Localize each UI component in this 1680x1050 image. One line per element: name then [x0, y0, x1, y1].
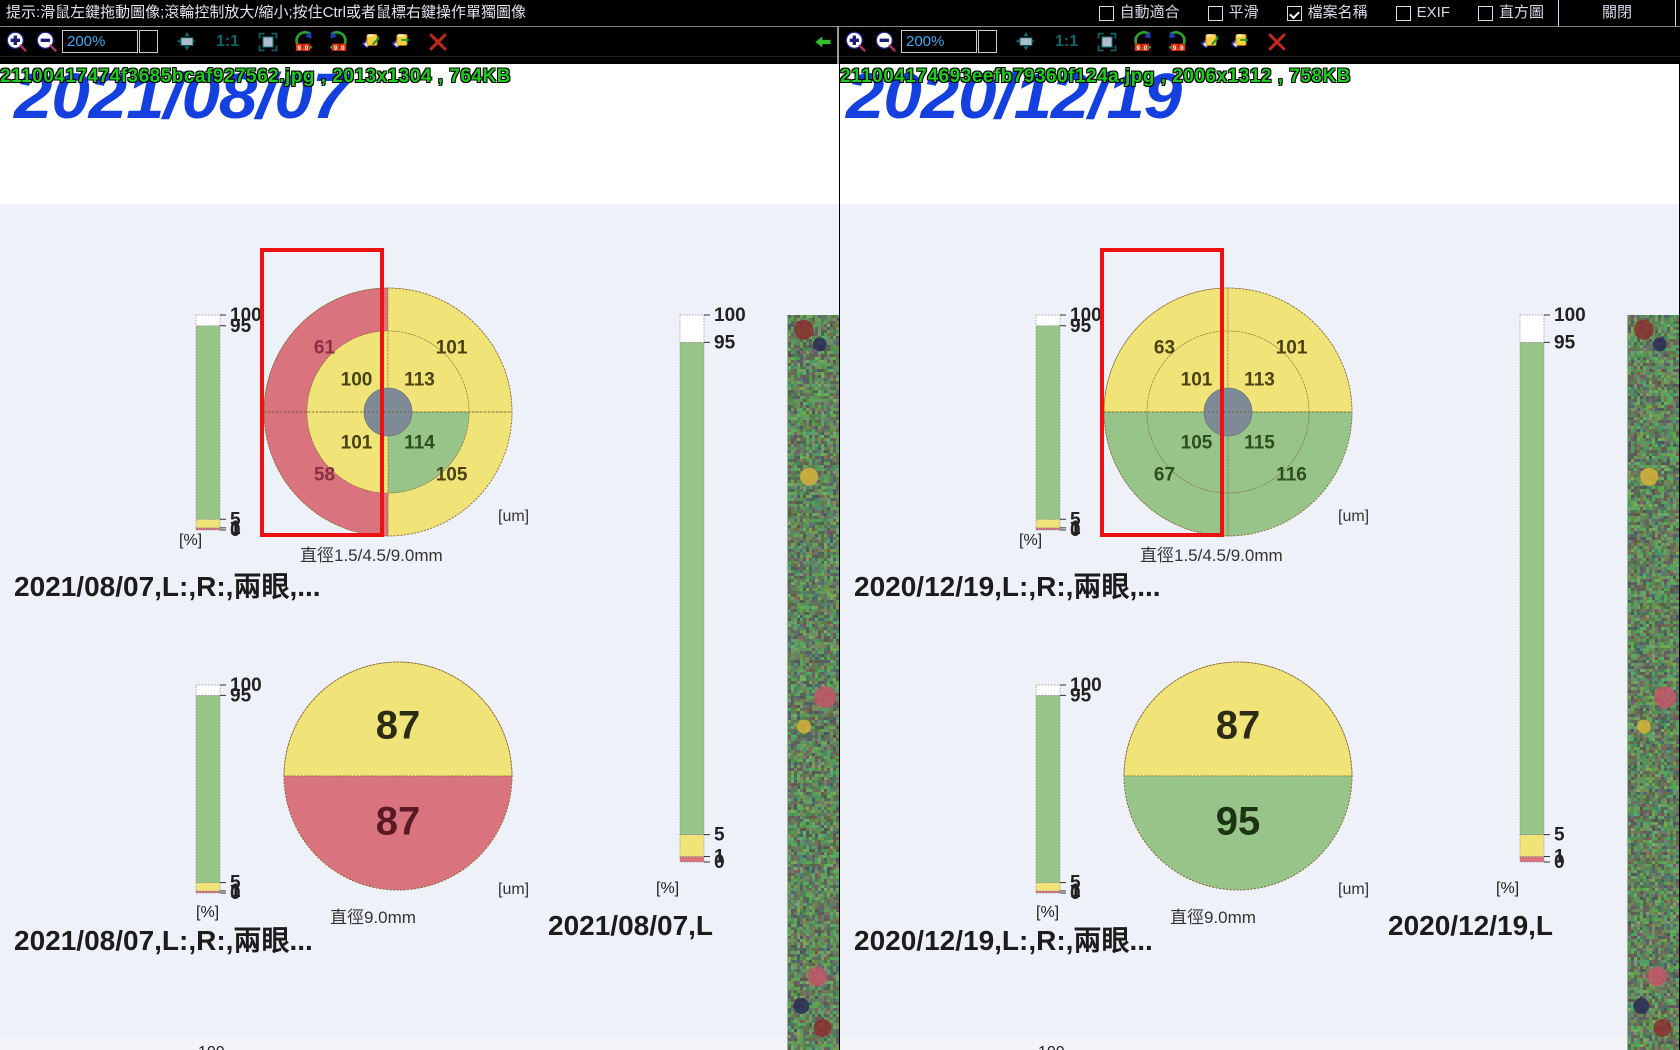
svg-text:95: 95 — [714, 332, 736, 353]
svg-text:1: 1 — [714, 847, 725, 868]
svg-text:100: 100 — [714, 305, 746, 326]
svg-text:5: 5 — [714, 825, 725, 846]
